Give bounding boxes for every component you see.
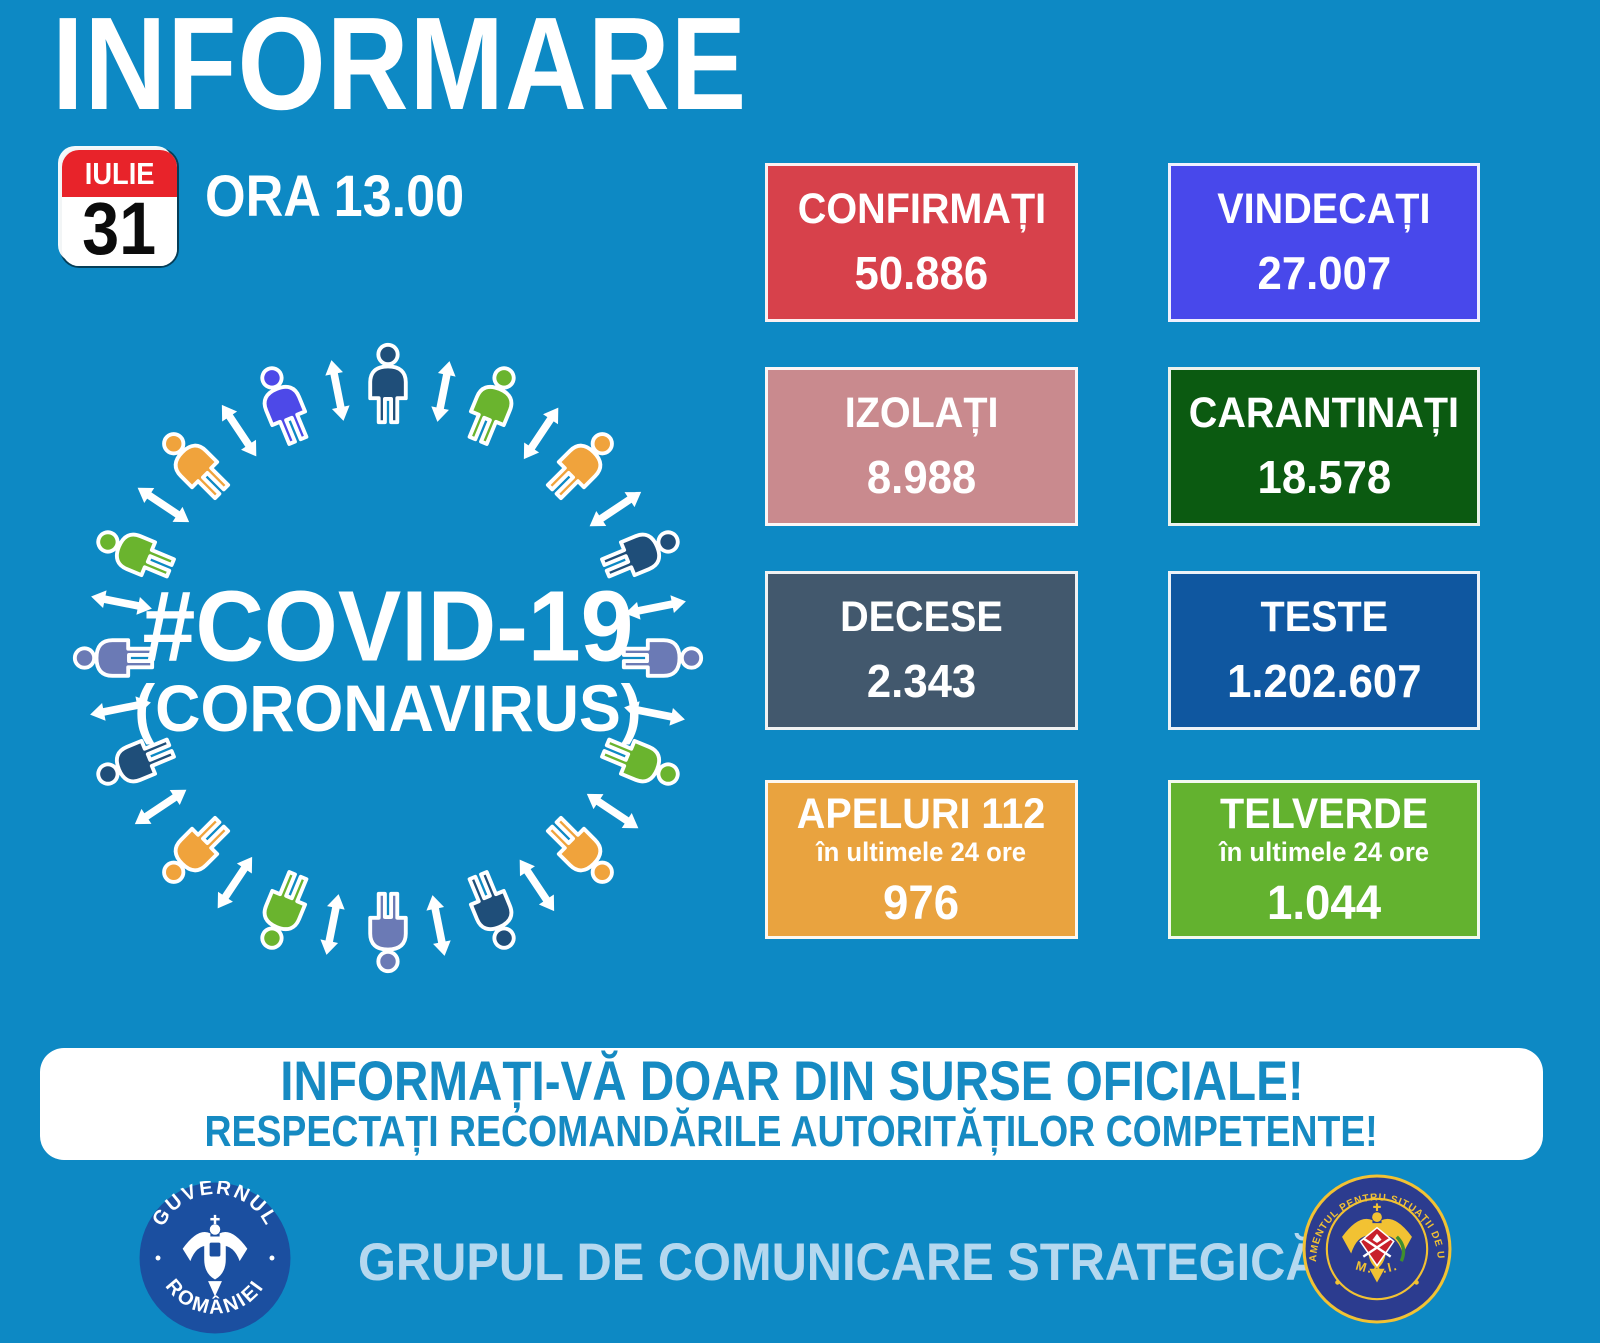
- stat-label: TELVERDE: [1219, 790, 1429, 838]
- person-icon: [359, 342, 417, 430]
- stat-value: 8.988: [866, 451, 977, 504]
- stat-value: 1.044: [1266, 877, 1382, 930]
- covid-hashtag: #COVID-19: [142, 570, 634, 683]
- banner-line-1: INFORMAȚI-VĂ DOAR DIN SURSE OFICIALE!: [279, 1049, 1304, 1113]
- stat-box-apeluri-112: APELURI 112 în ultimele 24 ore 976: [765, 780, 1078, 939]
- dsu-shield: [1359, 1226, 1395, 1268]
- stat-value: 976: [883, 877, 960, 930]
- double-arrow-icon: [510, 850, 568, 918]
- stat-subtitle: în ultimele 24 ore: [1219, 837, 1429, 867]
- stat-box-izolati: IZOLAȚI 8.988: [765, 367, 1078, 526]
- footer-text: GRUPUL DE COMUNICARE STRATEGICĂ: [358, 1233, 1321, 1292]
- person-icon: [449, 858, 536, 961]
- stat-value: 18.578: [1257, 451, 1391, 504]
- stat-label: CARANTINAȚI: [1188, 388, 1460, 437]
- stat-box-telverde: TELVERDE în ultimele 24 ore 1.044: [1168, 780, 1480, 939]
- double-arrow-icon: [128, 478, 196, 536]
- double-arrow-icon: [315, 891, 354, 959]
- person-icon: [144, 414, 247, 517]
- calendar-date-icon: IULIE 31: [62, 150, 177, 266]
- covid-subtitle: (CORONAVIRUS): [134, 671, 642, 745]
- dsu-laurel-branch: [1395, 1235, 1406, 1262]
- double-arrow-icon: [580, 780, 648, 838]
- stat-value: 27.007: [1257, 247, 1391, 300]
- double-arrow-icon: [208, 850, 266, 918]
- double-arrow-icon: [510, 398, 568, 466]
- time-label: ORA 13.00: [205, 164, 465, 229]
- stat-label: IZOLAȚI: [844, 388, 999, 437]
- stat-label: APELURI 112: [797, 790, 1046, 838]
- stat-box-decese: DECESE 2.343: [765, 571, 1078, 730]
- double-arrow-icon: [208, 398, 266, 466]
- stat-value: 1.202.607: [1226, 655, 1422, 708]
- double-arrow-icon: [422, 891, 461, 959]
- stat-box-carantinati: CARANTINAȚI 18.578: [1168, 367, 1480, 526]
- person-icon: [359, 887, 417, 974]
- stat-label: CONFIRMAȚI: [797, 184, 1046, 233]
- double-arrow-icon: [422, 357, 461, 425]
- double-arrow-icon: [580, 478, 648, 536]
- double-arrow-icon: [128, 780, 196, 838]
- stat-label: TESTE: [1260, 592, 1388, 641]
- person-icon: [240, 858, 327, 961]
- calendar-month: IULIE: [62, 150, 177, 197]
- stat-box-vindecati: VINDECAȚI 27.007: [1168, 163, 1480, 322]
- double-arrow-icon: [315, 357, 354, 425]
- stat-label: VINDECAȚI: [1217, 184, 1431, 233]
- calendar-day: 31: [62, 187, 177, 266]
- page-title: INFORMARE: [52, 0, 748, 137]
- stat-value: 2.343: [866, 655, 977, 708]
- person-icon: [449, 355, 536, 458]
- banner-line-2: RESPECTAȚI RECOMANDĂRILE AUTORITĂȚILOR C…: [204, 1107, 1379, 1157]
- dsu-mai-logo: DEPARTAMENTUL PENTRU SITUAȚII DE URGENȚĂ…: [1297, 1163, 1453, 1330]
- stat-box-confirmati: CONFIRMAȚI 50.886: [765, 163, 1078, 322]
- stat-box-teste: TESTE 1.202.607: [1168, 571, 1480, 730]
- official-sources-banner: INFORMAȚI-VĂ DOAR DIN SURSE OFICIALE! RE…: [40, 1048, 1543, 1160]
- stat-value: 50.886: [854, 247, 989, 300]
- guvernul-romaniei-logo: GUVERNUL ROMÂNIEI: [138, 1177, 292, 1340]
- stat-label: DECESE: [840, 592, 1003, 641]
- person-icon: [529, 799, 632, 902]
- person-icon: [529, 414, 632, 517]
- stat-subtitle: în ultimele 24 ore: [816, 837, 1027, 867]
- person-icon: [144, 799, 247, 902]
- person-icon: [240, 355, 327, 458]
